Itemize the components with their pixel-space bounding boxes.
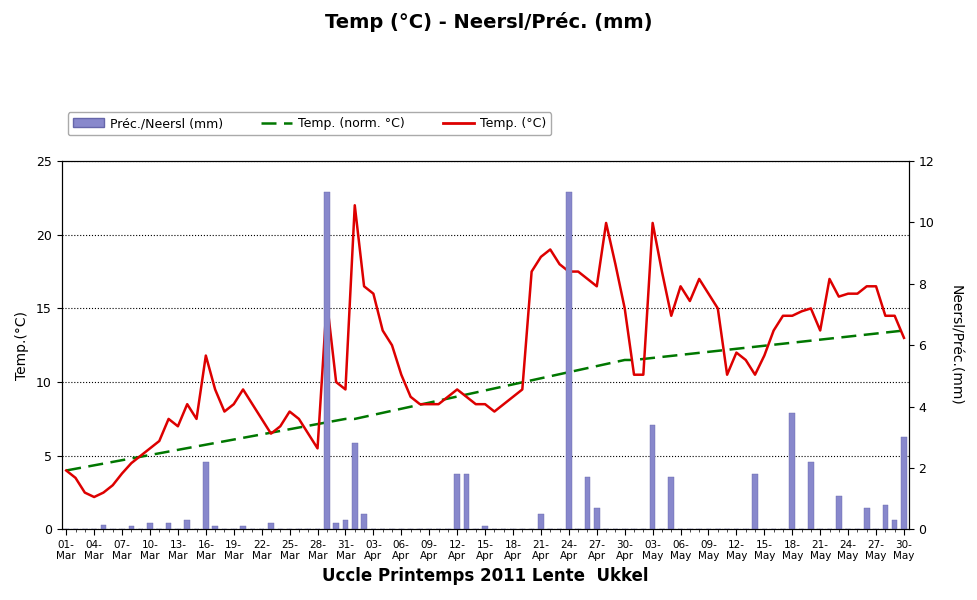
Legend: Préc./Neersl (mm), Temp. (norm. °C), Temp. (°C): Préc./Neersl (mm), Temp. (norm. °C), Tem…	[67, 112, 551, 135]
Y-axis label: Neersl/Préc.(mm): Neersl/Préc.(mm)	[948, 285, 962, 406]
Bar	[538, 514, 544, 529]
Bar	[343, 520, 348, 529]
Bar	[808, 462, 814, 529]
Y-axis label: Temp.(°C): Temp.(°C)	[15, 311, 29, 380]
Bar	[882, 505, 888, 529]
X-axis label: Uccle Printemps 2011 Lente  Ukkel: Uccle Printemps 2011 Lente Ukkel	[321, 567, 649, 585]
Bar	[901, 437, 907, 529]
Bar	[101, 525, 106, 529]
Bar	[566, 192, 572, 529]
Bar	[166, 523, 171, 529]
Bar	[333, 523, 339, 529]
Bar	[752, 474, 758, 529]
Bar	[212, 526, 218, 529]
Bar	[836, 496, 841, 529]
Bar	[361, 514, 367, 529]
Bar	[789, 413, 795, 529]
Bar	[269, 523, 274, 529]
Bar	[864, 508, 870, 529]
Bar	[892, 520, 898, 529]
Bar	[464, 474, 469, 529]
Bar	[454, 474, 460, 529]
Bar	[324, 192, 329, 529]
Bar	[240, 526, 246, 529]
Bar	[584, 477, 590, 529]
Bar	[129, 526, 134, 529]
Bar	[594, 508, 600, 529]
Bar	[185, 520, 190, 529]
Bar	[148, 523, 152, 529]
Bar	[203, 462, 209, 529]
Bar	[352, 443, 358, 529]
Bar	[668, 477, 674, 529]
Text: Temp (°C) - Neersl/Préc. (mm): Temp (°C) - Neersl/Préc. (mm)	[324, 12, 653, 32]
Bar	[650, 425, 656, 529]
Bar	[483, 526, 488, 529]
